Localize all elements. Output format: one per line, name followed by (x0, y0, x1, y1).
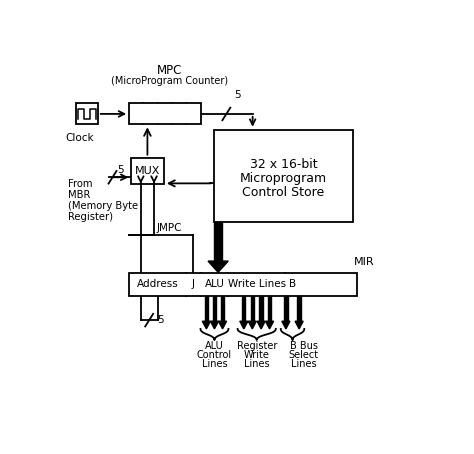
Text: Control Store: Control Store (242, 186, 325, 199)
Text: (MicroProgram Counter): (MicroProgram Counter) (111, 76, 228, 86)
Text: Register: Register (237, 341, 277, 351)
Polygon shape (248, 321, 256, 329)
Polygon shape (259, 296, 263, 321)
Text: B: B (289, 279, 296, 289)
Bar (76, 104, 98, 124)
Text: B Bus: B Bus (290, 341, 318, 351)
Polygon shape (251, 296, 254, 321)
Text: JMPC: JMPC (156, 223, 182, 233)
Text: Microprogram: Microprogram (240, 172, 327, 185)
Polygon shape (265, 321, 273, 329)
Text: Register): Register) (68, 212, 113, 222)
Text: Lines: Lines (291, 359, 316, 369)
Text: 5: 5 (157, 316, 164, 326)
Polygon shape (202, 321, 210, 329)
Text: Select: Select (289, 350, 319, 360)
Polygon shape (257, 321, 265, 329)
Polygon shape (213, 296, 216, 321)
Polygon shape (268, 296, 271, 321)
Text: Lines: Lines (201, 359, 227, 369)
Text: (Memory Byte: (Memory Byte (68, 201, 138, 211)
Text: Address: Address (137, 279, 178, 289)
Polygon shape (295, 321, 303, 329)
Bar (129, 104, 201, 124)
Polygon shape (242, 296, 246, 321)
Text: MBR: MBR (68, 190, 91, 200)
Text: Write Lines: Write Lines (228, 279, 286, 289)
Bar (129, 273, 357, 296)
Polygon shape (205, 296, 208, 321)
Polygon shape (282, 321, 290, 329)
Text: Lines: Lines (244, 359, 270, 369)
Polygon shape (210, 321, 219, 329)
Text: Clock: Clock (65, 133, 94, 143)
Polygon shape (208, 261, 228, 272)
Text: MUX: MUX (135, 166, 160, 176)
Text: 32 x 16-bit: 32 x 16-bit (249, 158, 317, 171)
Text: Control: Control (197, 350, 232, 360)
Text: ALU: ALU (204, 279, 224, 289)
Text: 5: 5 (234, 90, 240, 100)
Text: 5: 5 (117, 165, 124, 175)
Polygon shape (284, 296, 288, 321)
Bar (131, 158, 164, 184)
Polygon shape (219, 321, 227, 329)
Polygon shape (298, 296, 301, 321)
Text: From: From (68, 178, 93, 188)
Text: MIR: MIR (354, 257, 374, 267)
Polygon shape (221, 296, 224, 321)
Polygon shape (240, 321, 248, 329)
Text: Write: Write (244, 350, 270, 360)
Text: J: J (192, 279, 195, 289)
Text: MPC: MPC (157, 64, 182, 77)
Polygon shape (214, 222, 222, 261)
Bar (213, 130, 353, 222)
Text: ALU: ALU (205, 341, 224, 351)
